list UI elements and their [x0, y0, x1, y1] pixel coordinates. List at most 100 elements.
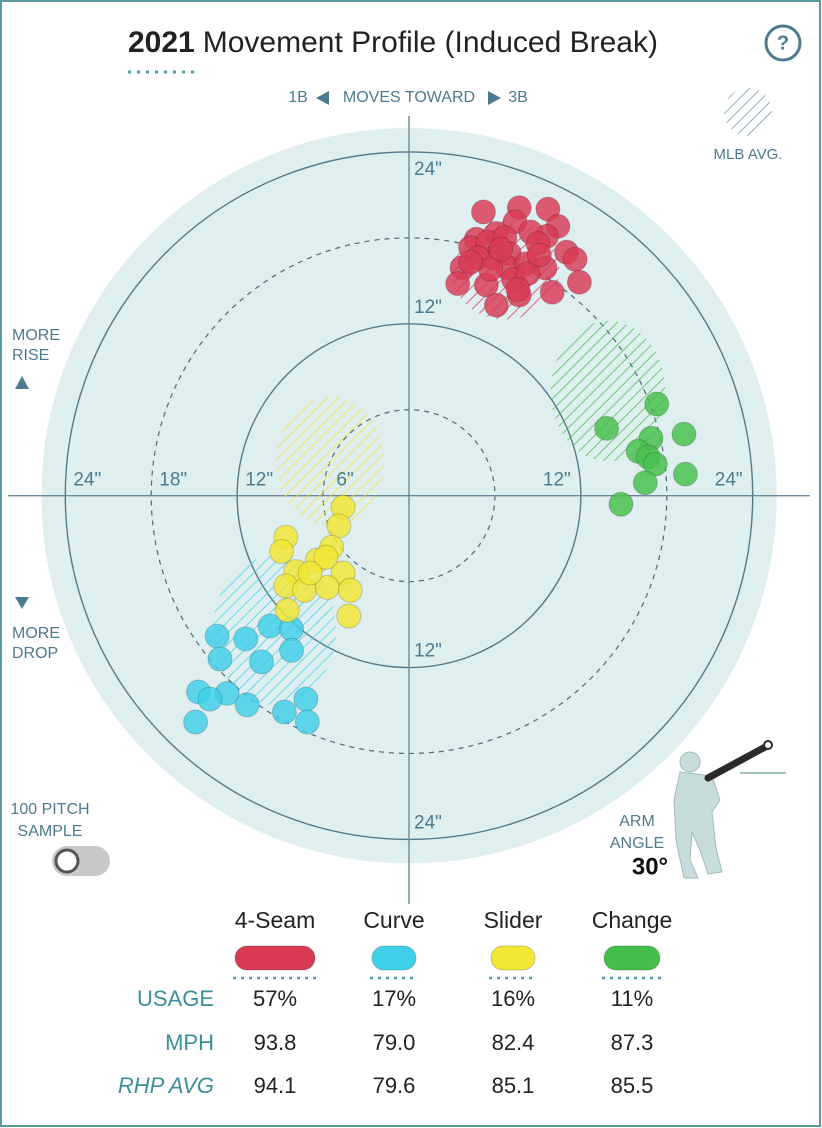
- table-cell: 85.5: [611, 1073, 654, 1098]
- drop-label: DROP: [12, 645, 58, 662]
- table-cell: 87.3: [611, 1030, 654, 1055]
- legend-label: Slider: [484, 907, 543, 933]
- pitch-point: [458, 249, 484, 275]
- y-tick-label: 24": [414, 813, 442, 834]
- pitch-point: [279, 637, 305, 663]
- x-tick-label: 6": [336, 470, 353, 491]
- pitch-point: [293, 686, 319, 712]
- pitch-point: [505, 276, 531, 302]
- mlb-avg-area: [550, 320, 666, 462]
- table-cell: 93.8: [254, 1030, 297, 1055]
- help-button[interactable]: [764, 24, 802, 62]
- pitch-point: [197, 686, 223, 712]
- legend-swatch: [234, 945, 316, 971]
- pitch-point: [269, 539, 295, 565]
- legend: 4-Seam Curve Slider Change: [233, 907, 673, 980]
- x-tick-label: 18": [159, 470, 187, 491]
- pitch-point: [594, 415, 620, 441]
- legend-swatch: [490, 945, 536, 971]
- toggle-knob[interactable]: [54, 848, 80, 874]
- pitch-point: [562, 246, 588, 272]
- pitch-point: [297, 560, 323, 586]
- table-cell: 79.6: [373, 1073, 416, 1098]
- y-tick-label: 24": [414, 159, 442, 180]
- pitch-point: [294, 709, 320, 735]
- legend-label: 4-Seam: [235, 907, 316, 933]
- pitch-point: [488, 236, 514, 262]
- pitch-point: [632, 470, 658, 496]
- table-cell: 16%: [491, 986, 535, 1011]
- y-tick-label: 12": [414, 297, 442, 318]
- direction-right: 3B: [508, 89, 528, 106]
- pitcher-head: [679, 751, 701, 773]
- pitch-point: [271, 699, 297, 725]
- legend-swatch: [603, 945, 661, 971]
- pitch-point: [608, 491, 634, 517]
- arrow-right: [488, 91, 501, 105]
- table-cell: 94.1: [254, 1073, 297, 1098]
- pitch-point: [644, 391, 670, 417]
- row-label: RHP AVG: [118, 1073, 214, 1098]
- drop-arrow: [15, 597, 29, 609]
- pitch-point: [207, 646, 233, 672]
- table-cell: 17%: [372, 986, 416, 1011]
- table-cell: 11%: [611, 986, 653, 1011]
- mlb-avg-area: [275, 396, 385, 526]
- plot: 24" 18" 12" 6" 12" 24" 24" 12" 12" 24": [8, 116, 810, 904]
- pitch-point: [672, 461, 698, 487]
- arm-angle-value: 30°: [632, 853, 668, 880]
- sample-label: SAMPLE: [18, 823, 83, 840]
- x-tick-label: 12": [543, 470, 571, 491]
- pitch-point: [539, 279, 565, 305]
- pitch-point: [326, 513, 352, 539]
- legend-label: Curve: [363, 907, 424, 933]
- direction-label: MOVES TOWARD: [343, 89, 475, 106]
- mlb-avg-icon: [724, 88, 772, 136]
- arm-angle-label: ANGLE: [610, 835, 664, 852]
- pitch-point: [233, 626, 259, 652]
- legend-label: Change: [592, 907, 673, 933]
- arm-angle-label: ARM: [619, 813, 655, 830]
- mlb-avg-label: MLB AVG.: [714, 146, 783, 163]
- rise-arrow: [15, 376, 29, 389]
- sample-label: 100 PITCH: [10, 801, 89, 818]
- help-icon[interactable]: ?: [777, 32, 789, 54]
- pitch-point: [337, 577, 363, 603]
- pitch-point: [313, 544, 339, 570]
- pitch-point: [336, 603, 362, 629]
- rise-label: RISE: [12, 347, 49, 364]
- pitch-point: [248, 649, 274, 675]
- x-tick-label: 12": [245, 470, 273, 491]
- ball: [763, 740, 773, 750]
- y-tick-label: 12": [414, 641, 442, 662]
- direction-left: 1B: [288, 89, 308, 106]
- table-cell: 57%: [253, 986, 297, 1011]
- title-text: Movement Profile (Induced Break): [203, 26, 658, 59]
- drop-label: MORE: [12, 625, 60, 642]
- rise-label: MORE: [12, 327, 60, 344]
- pitch-point: [526, 242, 552, 268]
- pitcher-arm: [704, 742, 771, 782]
- pitch-point: [445, 271, 471, 297]
- arrow-left: [316, 91, 329, 105]
- chart-title: 2021 Movement Profile (Induced Break): [128, 26, 658, 59]
- pitcher-figure: [673, 740, 786, 879]
- title-year: 2021: [128, 26, 195, 59]
- x-tick-label: 24": [73, 470, 101, 491]
- pitch-point: [274, 597, 300, 623]
- pitch-point: [470, 199, 496, 225]
- pitch-point: [566, 269, 592, 295]
- pitch-point: [183, 709, 209, 735]
- row-label: MPH: [165, 1030, 214, 1055]
- legend-swatch: [371, 945, 417, 971]
- pitch-point: [642, 451, 668, 477]
- stats-table: USAGE 57% 17% 16% 11% MPH 93.8 79.0 82.4 87.3 RHP …: [118, 986, 654, 1098]
- pitch-point: [204, 623, 230, 649]
- pitch-point: [483, 292, 509, 318]
- pitch-point: [234, 692, 260, 718]
- sample-toggle[interactable]: [52, 846, 110, 876]
- table-cell: 79.0: [373, 1030, 416, 1055]
- x-tick-label: 24": [715, 470, 743, 491]
- table-cell: 85.1: [492, 1073, 535, 1098]
